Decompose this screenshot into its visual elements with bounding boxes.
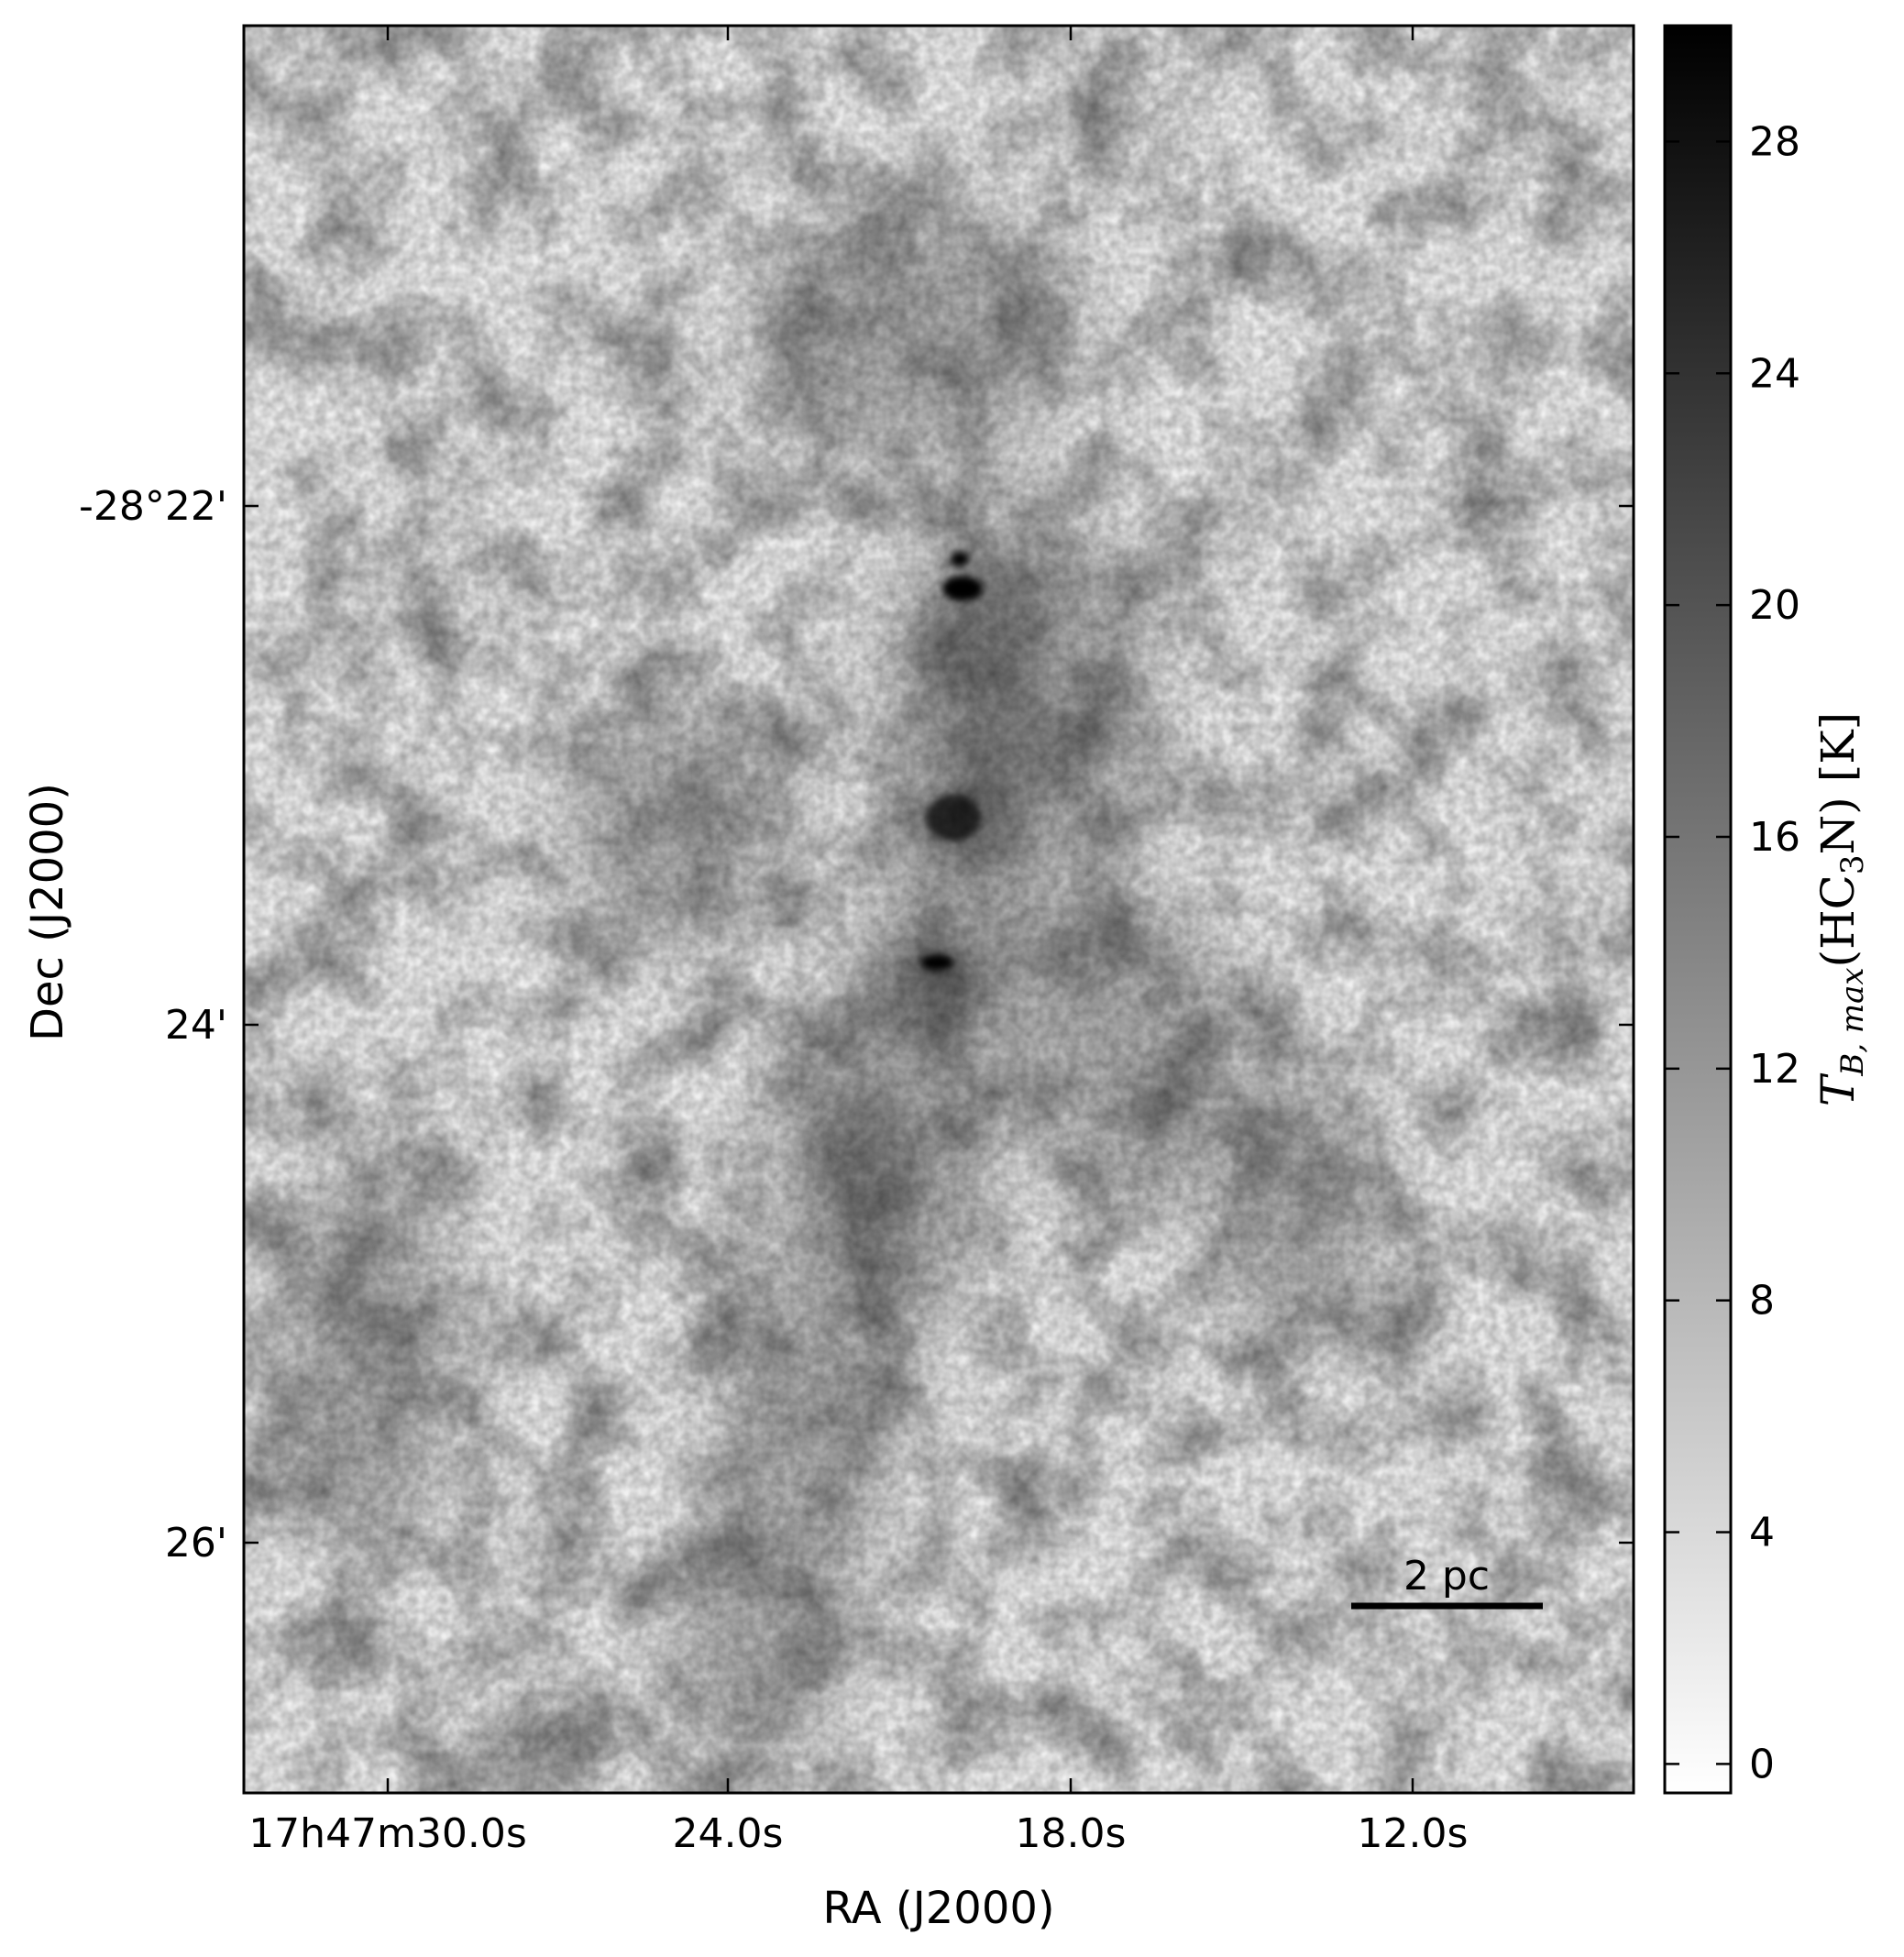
y-tick-label: 24'	[165, 1002, 227, 1049]
colorbar-ticks: 0 4 8 12 16 20 24 28	[1665, 118, 1800, 1787]
y-tick-label: -28°22'	[79, 483, 227, 530]
colorbar-tick-label: 16	[1749, 814, 1800, 861]
colorbar-label-species-end: N) [K]	[1811, 712, 1865, 855]
colorbar-frame	[1663, 24, 1733, 1795]
colorbar-tick-label: 28	[1749, 118, 1800, 165]
colorbar-tick-label: 12	[1749, 1046, 1800, 1093]
scale-bar-label: 2 pc	[1403, 1553, 1490, 1600]
colorbar-tick-label: 20	[1749, 582, 1800, 629]
image-ticks	[244, 26, 1634, 1793]
x-tick-label: 17h47m30.0s	[248, 1810, 527, 1857]
x-tick-label: 18.0s	[1016, 1810, 1127, 1857]
image-panel	[244, 26, 1634, 1793]
colorbar-gradient	[1665, 26, 1731, 1793]
colorbar-label-main: T	[1811, 1072, 1865, 1106]
colorbar-tick-label: 0	[1749, 1741, 1775, 1787]
scale-bar: 2 pc	[1351, 1553, 1543, 1610]
colorbar: 0 4 8 12 16 20 24 28 TB, max(HC3N) [K]	[1663, 24, 1871, 1795]
y-tick-label: 26'	[165, 1520, 227, 1567]
colorbar-label-species-sub: 3	[1834, 854, 1871, 874]
x-tick-label: 12.0s	[1358, 1810, 1469, 1857]
colorbar-tick-label: 24	[1749, 350, 1800, 397]
colorbar-label-sub: B, max	[1834, 967, 1871, 1076]
svg-text:TB, max(HC3N) [K]: TB, max(HC3N) [K]	[1811, 712, 1871, 1106]
image-frame	[242, 24, 1635, 1795]
colorbar-tick-label: 4	[1749, 1510, 1775, 1556]
colorbar-label: TB, max(HC3N) [K]	[1811, 712, 1871, 1106]
x-tick-label: 24.0s	[673, 1810, 784, 1857]
y-axis-title: Dec (J2000)	[22, 783, 73, 1041]
colorbar-label-species: (HC	[1811, 874, 1865, 967]
x-axis-title: RA (J2000)	[822, 1883, 1054, 1934]
colorbar-tick-label: 8	[1749, 1278, 1775, 1325]
